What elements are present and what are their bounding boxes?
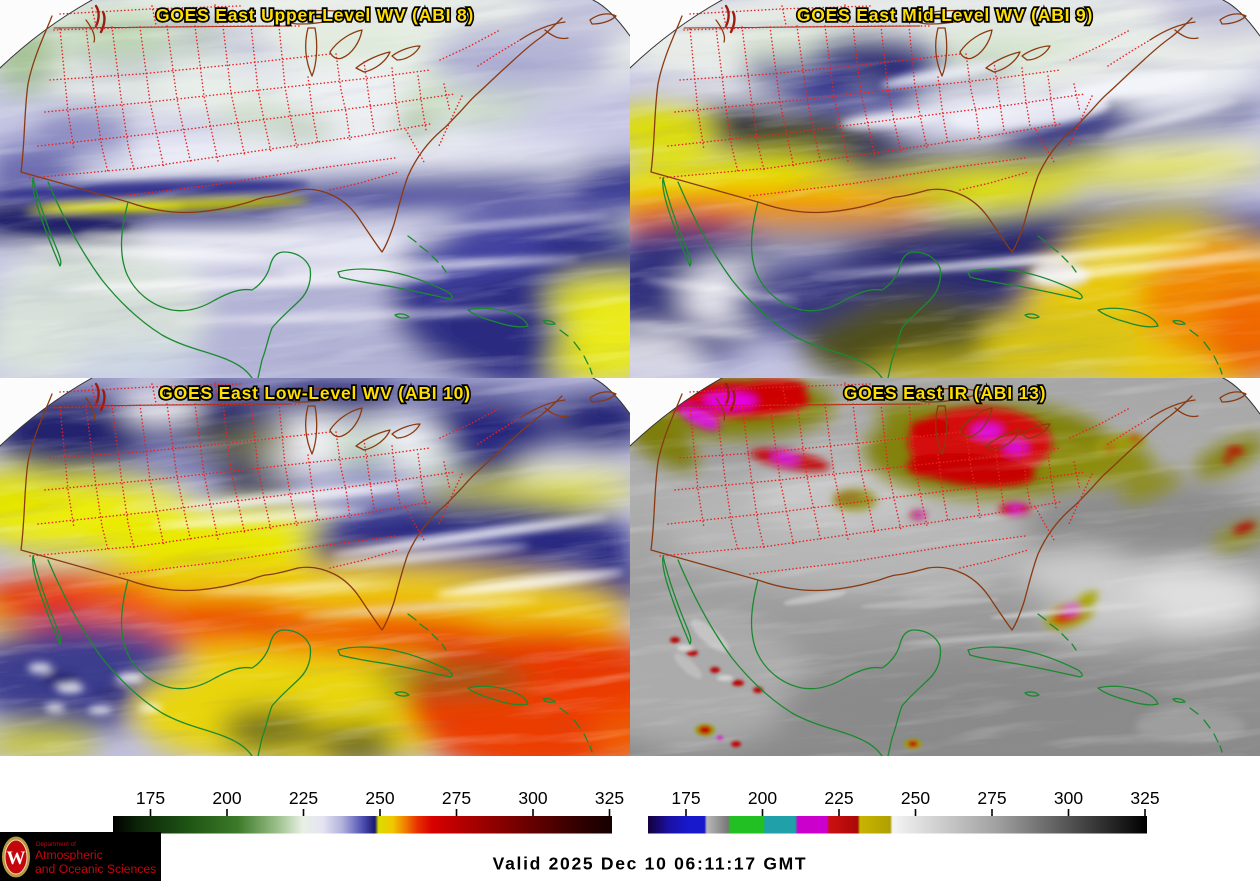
svg-text:250: 250 (901, 788, 930, 808)
svg-text:175: 175 (671, 788, 700, 808)
svg-text:W: W (7, 848, 26, 869)
svg-text:GOES East Low-Level WV (ABI 10: GOES East Low-Level WV (ABI 10) (159, 383, 471, 403)
svg-text:Department of: Department of (36, 841, 76, 848)
svg-text:and Oceanic Sciences: and Oceanic Sciences (35, 862, 156, 876)
svg-text:300: 300 (518, 788, 547, 808)
svg-text:Valid 2025 Dec 10 06:11:17 GMT: Valid 2025 Dec 10 06:11:17 GMT (493, 854, 808, 874)
svg-text:225: 225 (289, 788, 318, 808)
svg-text:200: 200 (748, 788, 777, 808)
svg-text:325: 325 (1130, 788, 1159, 808)
svg-text:275: 275 (442, 788, 471, 808)
svg-text:GOES East Mid-Level WV (ABI 9): GOES East Mid-Level WV (ABI 9) (797, 5, 1093, 25)
svg-text:GOES East IR (ABI 13): GOES East IR (ABI 13) (844, 383, 1047, 403)
svg-text:Atmospheric: Atmospheric (35, 848, 103, 862)
svg-text:GOES East Upper-Level WV (ABI: GOES East Upper-Level WV (ABI 8) (156, 5, 474, 25)
svg-text:325: 325 (595, 788, 624, 808)
svg-text:200: 200 (212, 788, 241, 808)
svg-text:300: 300 (1054, 788, 1083, 808)
svg-text:250: 250 (365, 788, 394, 808)
svg-text:275: 275 (977, 788, 1006, 808)
svg-text:225: 225 (824, 788, 853, 808)
svg-text:175: 175 (136, 788, 165, 808)
